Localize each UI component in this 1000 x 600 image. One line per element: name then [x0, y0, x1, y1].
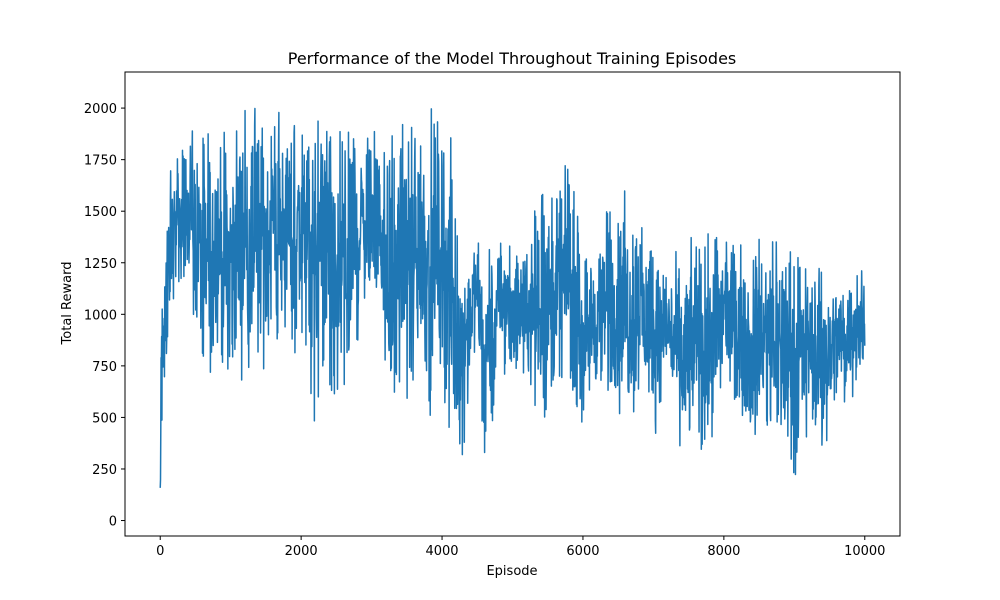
- plot-area: [159, 107, 866, 488]
- y-tick-label: 1000: [84, 308, 117, 323]
- series-line: [159, 107, 866, 488]
- x-tick-label: 8000: [707, 544, 740, 559]
- x-tick-label: 0: [156, 544, 164, 559]
- y-tick-label: 1750: [84, 154, 117, 169]
- y-tick-label: 1250: [84, 257, 117, 272]
- y-tick-label: 250: [92, 463, 117, 478]
- y-tick-label: 750: [92, 360, 117, 375]
- y-tick-label: 1500: [84, 205, 117, 220]
- axes: 0 2000 4000 6000 8000 10000 0 250 500 750 1000 1250…: [84, 71, 901, 559]
- x-tick-label: 2000: [285, 544, 318, 559]
- chart-title: Performance of the Model Throughout Trai…: [288, 49, 737, 68]
- x-tick-label: 6000: [566, 544, 599, 559]
- x-axis-label: Episode: [486, 564, 537, 579]
- y-tick-label: 2000: [84, 102, 117, 117]
- y-tick-label: 0: [109, 515, 117, 530]
- plot-frame: [124, 71, 901, 537]
- y-axis-label: Total Reward: [60, 262, 75, 346]
- x-tick-label: 10000: [844, 544, 885, 559]
- y-tick-label: 500: [92, 411, 117, 426]
- x-tick-label: 4000: [425, 544, 458, 559]
